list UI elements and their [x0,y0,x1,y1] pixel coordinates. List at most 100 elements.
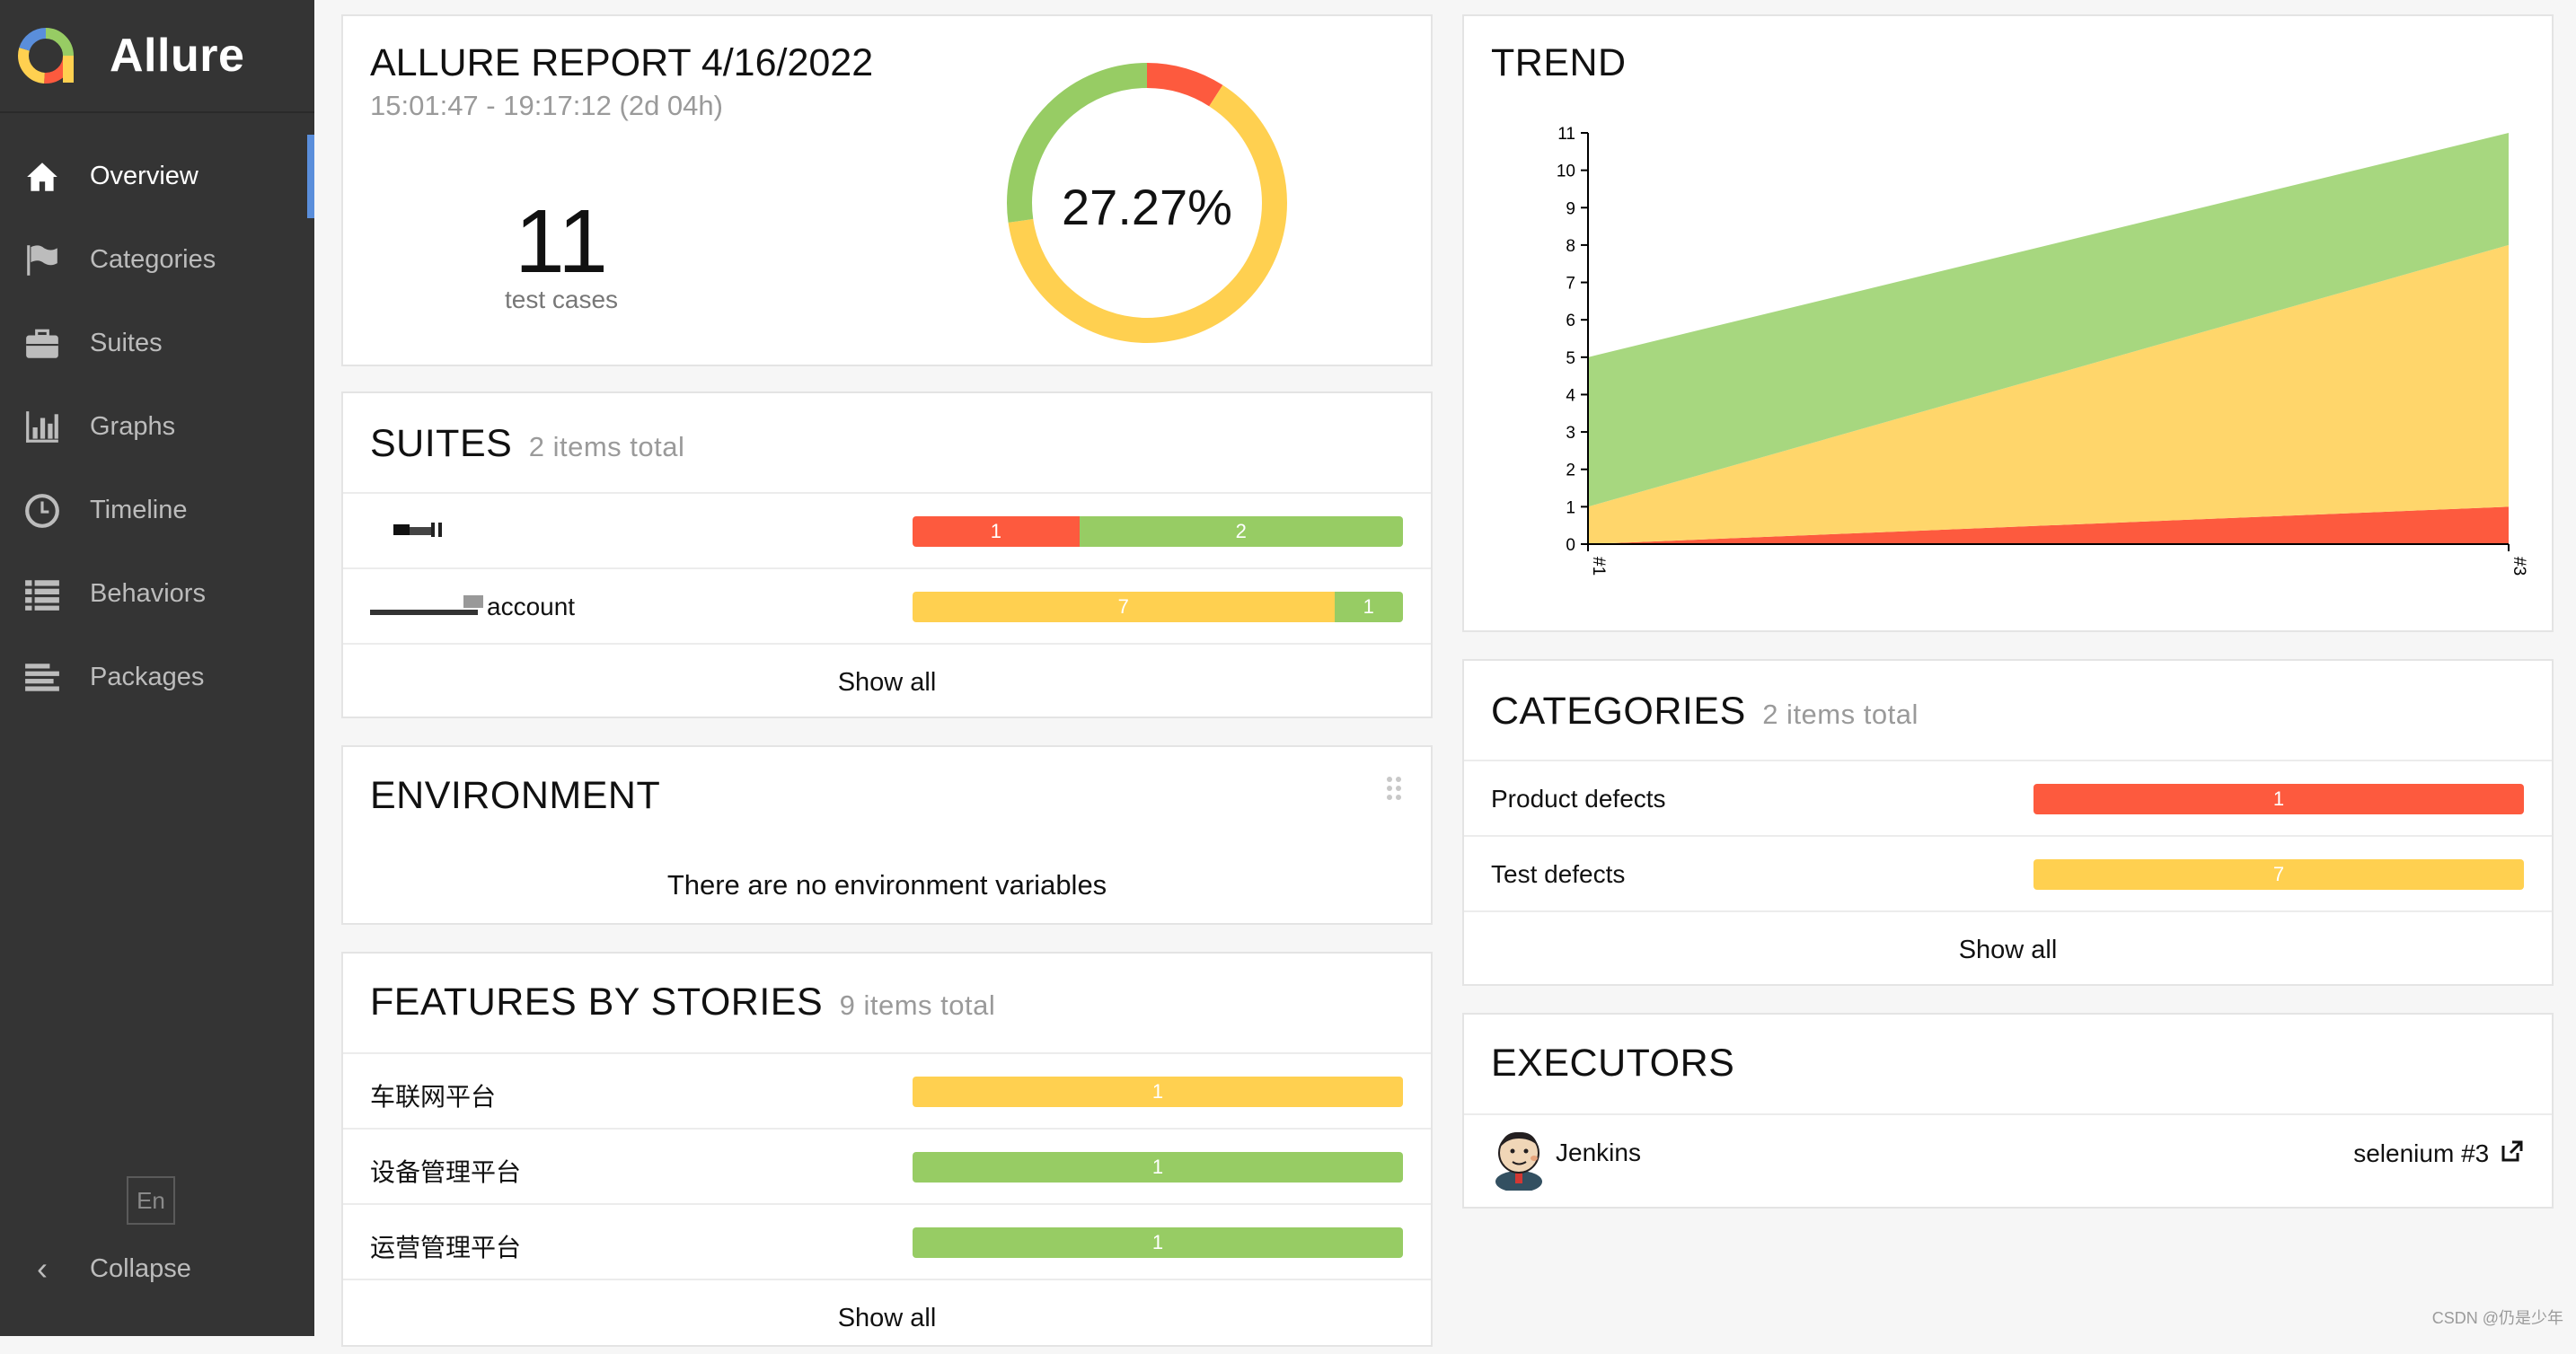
features-show-all-link[interactable]: Show all [837,1304,937,1332]
language-switch-button[interactable]: En [127,1176,175,1225]
passed-segment: 1 [1334,592,1403,622]
feature-name: 车联网平台 [370,1083,497,1111]
collapse-button[interactable]: ‹ Collapse [0,1237,314,1300]
home-icon [22,156,63,198]
feature-status-bar: 1 [913,1077,1403,1107]
report-time-range: 15:01:47 - 19:17:12 (2d 04h) [370,90,723,121]
feature-name: 设备管理平台 [370,1158,522,1186]
sidebar-nav: Overview Categories Suites Graphs Timeli… [0,135,314,719]
feature-row[interactable]: 设备管理平台 1 [343,1128,1431,1203]
x-tick-label: #3 [2510,557,2528,576]
summary-widget: ALLURE REPORT 4/16/2022 15:01:47 - 19:17… [341,14,1433,366]
flag-icon [22,240,63,281]
category-name: Product defects [1491,785,1666,813]
executor-row[interactable]: Jenkins selenium #3 [1464,1113,2552,1207]
sidebar-item-suites[interactable]: Suites [0,302,314,385]
allure-logo-icon [18,28,74,84]
sidebar-item-overview[interactable]: Overview [0,135,314,218]
brand-name: Allure [110,30,245,82]
category-status-bar: 7 [2033,859,2524,890]
sidebar-item-timeline[interactable]: Timeline [0,469,314,552]
watermark: CSDN @仍是少年 [2431,1309,2563,1327]
show-all-row: Show all [343,1279,1431,1354]
feature-row[interactable]: 车联网平台 1 [343,1052,1431,1128]
suites-title: SUITES 2 items total [370,422,684,466]
category-status-bar: 1 [2033,784,2524,814]
broken-segment: 7 [2033,859,2524,890]
sidebar-item-graphs[interactable]: Graphs [0,385,314,469]
test-case-count: 11 [515,191,608,292]
trend-widget: TREND 0 1 2 3 4 5 6 7 8 9 10 11 #1 #3 [1462,14,2554,632]
brand[interactable]: Allure [0,0,314,113]
passed-percent: 27.27% [1062,179,1232,235]
sidebar: Allure Overview Categories Suites Graphs [0,0,314,1336]
trend-area-broken [1588,244,2509,544]
trend-area-passed [1588,133,2509,507]
category-name: Test defects [1491,860,1626,888]
y-tick-label: 5 [1566,349,1575,368]
feature-name: 运营管理平台 [370,1234,522,1262]
feature-status-bar: 1 [913,1152,1403,1183]
y-tick-label: 8 [1566,237,1575,256]
y-tick-label: 6 [1566,312,1575,330]
trend-title: TREND [1491,41,1627,84]
sidebar-item-label: Overview [90,162,198,190]
sidebar-item-categories[interactable]: Categories [0,218,314,302]
suites-widget: SUITES 2 items total 1 2 account 7 1 Sho… [341,391,1433,718]
categories-count: 2 items total [1762,699,1919,730]
y-tick-label: 4 [1566,386,1575,405]
environment-title: ENVIRONMENT [370,774,661,817]
sidebar-item-label: Graphs [90,412,176,441]
broken-segment: 7 [913,592,1335,622]
donut-slice-passed [1007,63,1287,343]
executor-build-link[interactable]: selenium #3 [2353,1139,2525,1168]
categories-show-all-link[interactable]: Show all [1958,936,2058,964]
y-tick-label: 7 [1566,275,1575,294]
categories-title: CATEGORIES 2 items total [1491,690,1919,734]
jenkins-icon [1495,1131,1542,1191]
status-donut-chart [1007,63,1287,343]
list-icon [22,574,63,615]
bar-chart-icon [22,407,63,448]
features-count: 9 items total [839,989,996,1021]
broken-segment: 1 [913,1077,1403,1107]
feature-status-bar: 1 [913,1227,1403,1258]
align-left-icon [22,657,63,699]
y-tick-label: 1 [1566,498,1575,517]
suite-name: account [370,593,575,622]
briefcase-icon [22,323,63,365]
clock-icon [22,490,63,532]
sidebar-item-behaviors[interactable]: Behaviors [0,552,314,636]
environment-empty-message: There are no environment variables [666,869,1107,901]
failed-segment: 1 [2033,784,2524,814]
suites-show-all-link[interactable]: Show all [837,668,937,697]
category-row[interactable]: Product defects 1 [1464,760,2552,835]
passed-segment: 1 [913,1227,1403,1258]
report-title: ALLURE REPORT 4/16/2022 [370,41,874,84]
category-row[interactable]: Test defects 7 [1464,835,2552,910]
sidebar-item-label: Categories [90,245,216,274]
trend-chart: 0 1 2 3 4 5 6 7 8 9 10 11 #1 #3 [1557,125,2528,576]
categories-widget: CATEGORIES 2 items total Product defects… [1462,659,2554,986]
suite-status-bar: 1 2 [913,516,1403,547]
redacted-text-icon [370,594,483,615]
sidebar-item-label: Suites [90,329,163,357]
sidebar-item-label: Timeline [90,496,188,524]
suites-count: 2 items total [528,431,685,462]
drag-handle-icon[interactable] [1386,776,1402,801]
executor-name: Jenkins [1556,1139,1641,1166]
suite-row[interactable]: 1 2 [343,492,1431,567]
show-all-row: Show all [343,643,1431,718]
sidebar-item-label: Packages [90,663,205,691]
sidebar-item-packages[interactable]: Packages [0,636,314,719]
suites-title-text: SUITES [370,422,513,465]
executors-title: EXECUTORS [1491,1042,1735,1085]
test-case-count-label: test cases [504,286,619,313]
feature-row[interactable]: 运营管理平台 1 [343,1203,1431,1279]
passed-segment: 1 [913,1152,1403,1183]
redacted-text-icon [393,523,442,537]
suite-row[interactable]: account 7 1 [343,567,1431,643]
executor-build-text: selenium #3 [2353,1139,2490,1167]
chevron-left-icon: ‹ [37,1250,48,1287]
y-tick-label: 11 [1557,125,1575,144]
